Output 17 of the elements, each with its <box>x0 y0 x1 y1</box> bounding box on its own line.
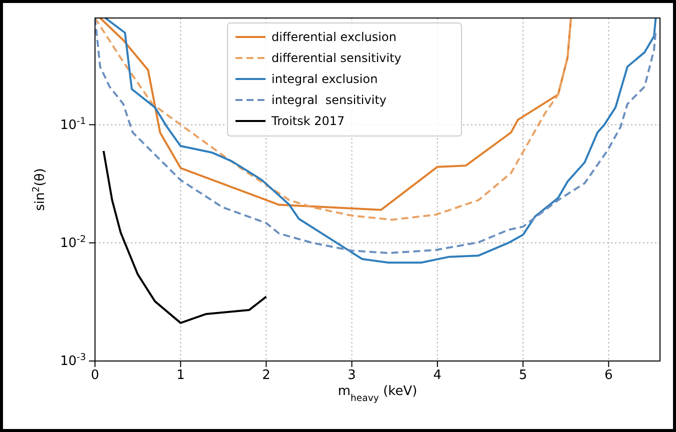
y-tick-label: 10$^{-2}$ <box>60 234 86 252</box>
x-tick-label: 0 <box>90 368 100 384</box>
x-tick-label: 1 <box>176 368 185 384</box>
legend-label: differential sensitivity <box>272 51 402 66</box>
y-tick-label: 10$^{-1}$ <box>60 115 86 133</box>
legend-label: Troitsk 2017 <box>270 114 345 128</box>
line-series <box>102 150 268 324</box>
x-tick-label: 6 <box>604 368 613 384</box>
x-tick-label: 5 <box>518 368 528 384</box>
legend-label: integral exclusion <box>272 72 378 86</box>
x-tick-label: 3 <box>348 368 356 384</box>
x-axis-title: m$_{heavy}$ (keV) <box>338 384 418 404</box>
legend-label: integral sensitivity <box>272 93 387 108</box>
legend-label: differential exclusion <box>272 30 396 44</box>
x-tick-label: 2 <box>262 368 270 384</box>
x-tick-label: 4 <box>433 368 442 384</box>
y-tick-label: 10$^{-3}$ <box>60 352 86 370</box>
